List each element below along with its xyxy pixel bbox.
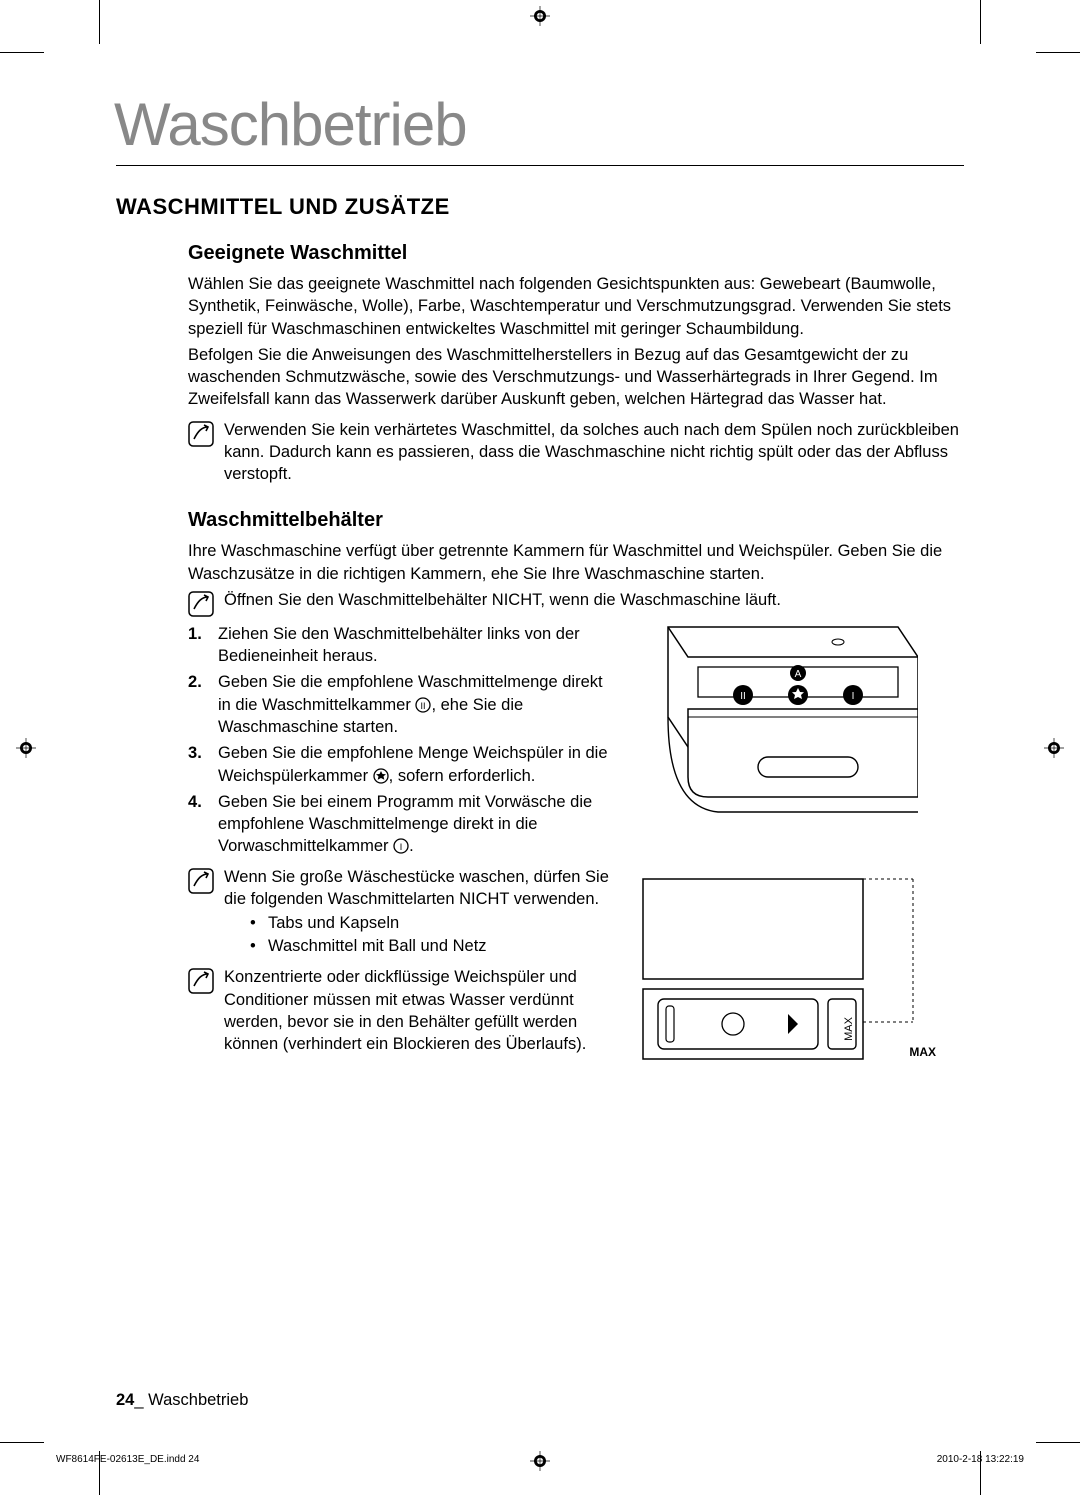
- sub1-note: Verwenden Sie kein verhärtetes Waschmitt…: [224, 419, 964, 486]
- max-level-figure: MAX MAX: [638, 874, 918, 1059]
- sub1-p1: Wählen Sie das geeignete Waschmittel nac…: [188, 273, 964, 340]
- sub2-heading: Waschmittelbehälter: [188, 509, 964, 532]
- note-icon: [188, 868, 214, 894]
- sub2-intro: Ihre Waschmaschine verfügt über getrennt…: [188, 540, 964, 585]
- bullets-list: Tabs und Kapseln Waschmittel mit Ball un…: [250, 912, 618, 958]
- note-row: Verwenden Sie kein verhärtetes Waschmitt…: [188, 419, 964, 486]
- svg-text:A: A: [795, 669, 802, 680]
- softener-icon: [373, 768, 389, 784]
- note-row: Wenn Sie große Wäschestücke waschen, dür…: [188, 866, 618, 959]
- page-number: 24: [116, 1391, 134, 1409]
- sub1-p2: Befolgen Sie die Anweisungen des Waschmi…: [188, 344, 964, 411]
- steps-list: Ziehen Sie den Waschmittelbehälter links…: [188, 623, 618, 858]
- page-title: Waschbetrieb: [114, 90, 964, 159]
- note-row: Öffnen Sie den Waschmittelbehälter NICHT…: [188, 589, 964, 617]
- crop-mark: [1036, 52, 1080, 53]
- drawer-figure: A II I: [638, 617, 918, 832]
- bullet-item: Tabs und Kapseln: [250, 912, 618, 935]
- svg-text:I: I: [852, 691, 855, 702]
- svg-text:II: II: [421, 701, 426, 711]
- step-item: Ziehen Sie den Waschmittelbehälter links…: [188, 623, 618, 668]
- sub2-note-conc: Konzentrierte oder dickflüssige Weichspü…: [224, 966, 618, 1055]
- title-rule: [116, 165, 964, 166]
- step-item: Geben Sie die empfohlene Waschmittelmeng…: [188, 671, 618, 738]
- note-row: Konzentrierte oder dickflüssige Weichspü…: [188, 966, 618, 1055]
- section-body: Geeignete Waschmittel Wählen Sie das gee…: [188, 242, 964, 1059]
- step-item: Geben Sie die empfohlene Menge Weichspül…: [188, 742, 618, 787]
- crop-mark: [99, 0, 100, 44]
- step-item: Geben Sie bei einem Programm mit Vorwäsc…: [188, 791, 618, 858]
- registration-mark-icon: [530, 1451, 550, 1471]
- sub2-note-big: Wenn Sie große Wäschestücke waschen, dür…: [224, 866, 618, 911]
- svg-text:I: I: [400, 842, 403, 852]
- note-icon: [188, 968, 214, 994]
- compartment-ii-icon: II: [415, 697, 431, 713]
- page-content: Waschbetrieb WASCHMITTEL UND ZUSÄTZE Gee…: [116, 90, 964, 1375]
- page-footer: 24_ Waschbetrieb: [116, 1391, 248, 1410]
- registration-mark-icon: [16, 738, 36, 758]
- crop-mark: [980, 0, 981, 44]
- crop-mark: [0, 52, 44, 53]
- compartment-i-icon: I: [393, 838, 409, 854]
- svg-text:MAX: MAX: [843, 1016, 855, 1041]
- svg-text:II: II: [740, 691, 746, 702]
- crop-mark: [0, 1442, 44, 1443]
- sub1-heading: Geeignete Waschmittel: [188, 242, 964, 265]
- registration-mark-icon: [530, 6, 550, 26]
- two-column-layout: Ziehen Sie den Waschmittelbehälter links…: [188, 617, 964, 1059]
- registration-mark-icon: [1044, 738, 1064, 758]
- bullet-item: Waschmittel mit Ball und Netz: [250, 935, 618, 958]
- footer-filename: WF8614FE-02613E_DE.indd 24: [56, 1454, 199, 1465]
- note-icon: [188, 591, 214, 617]
- crop-mark: [1036, 1442, 1080, 1443]
- note-icon: [188, 421, 214, 447]
- section-heading: WASCHMITTEL UND ZUSÄTZE: [116, 194, 964, 220]
- footer-section-label: Waschbetrieb: [148, 1391, 248, 1409]
- sub2-note-open: Öffnen Sie den Waschmittelbehälter NICHT…: [224, 589, 781, 611]
- footer-timestamp: 2010-2-18 13:22:19: [937, 1454, 1024, 1465]
